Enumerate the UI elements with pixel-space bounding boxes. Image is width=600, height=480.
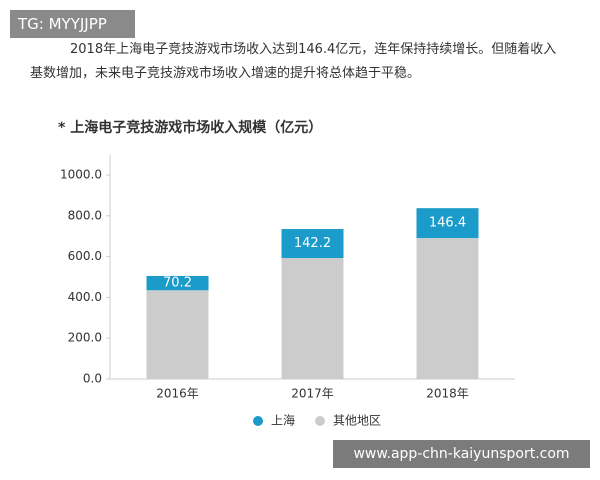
y-tick-label: 0.0 — [83, 372, 102, 386]
bar-segment — [281, 258, 344, 379]
value-label: 142.2 — [294, 236, 331, 251]
x-tick-label: 2016年 — [156, 387, 199, 401]
y-tick-label: 800.0 — [68, 208, 102, 222]
bar-segment — [281, 229, 344, 259]
watermark: www.app-chn-kaiyunsport.com — [333, 440, 590, 468]
y-tick-label: 400.0 — [68, 290, 102, 304]
y-tick-label: 600.0 — [68, 249, 102, 263]
legend-label: 上海 — [271, 413, 295, 428]
bar-segment — [416, 238, 479, 379]
x-tick-label: 2017年 — [291, 387, 334, 401]
x-tick-label: 2018年 — [426, 387, 469, 401]
bar-segment — [146, 290, 209, 379]
overlay-tag: TG: MYYJJPP — [10, 10, 135, 38]
bar-segment — [146, 275, 209, 291]
legend-swatch — [253, 416, 263, 426]
y-tick-label: 1000.0 — [60, 168, 102, 182]
legend-swatch — [315, 416, 325, 426]
y-tick-label: 200.0 — [68, 331, 102, 345]
bar-segment — [416, 208, 479, 239]
value-label: 70.2 — [163, 276, 192, 291]
value-label: 146.4 — [429, 216, 466, 231]
legend-label: 其他地区 — [333, 414, 381, 428]
paragraph: 2018年上海电子竞技游戏市场收入达到146.4亿元，连年保持持续增长。但随着收… — [30, 42, 557, 81]
chart-title: * 上海电子竞技游戏市场收入规模（亿元） — [58, 119, 322, 136]
